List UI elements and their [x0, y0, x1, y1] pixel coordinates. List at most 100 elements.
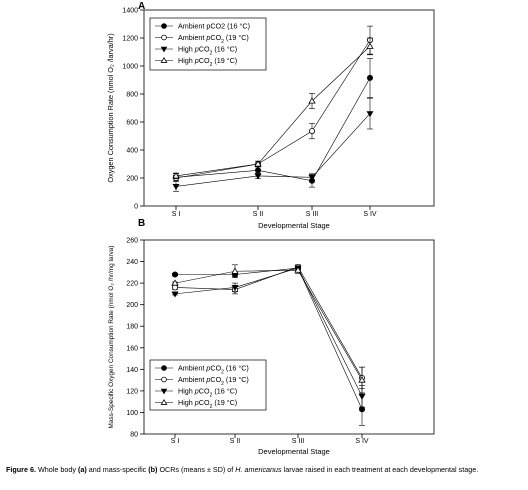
data-point-a-s2-3 [308, 128, 315, 135]
x-tick-label-a: S III [306, 211, 319, 218]
y-tick-label-a: 800 [126, 92, 138, 99]
legend-label-a-4-post: (19 °C) [212, 56, 237, 65]
data-point-b-s4-4 [358, 376, 366, 383]
plot-frame-a [143, 9, 435, 207]
legend-label-b-1-sub: 2 [221, 370, 224, 376]
legend-marker-a-1 [161, 23, 167, 29]
legend-label-b-4-pre: High [178, 398, 195, 407]
y-tick-label-b: 260 [126, 238, 138, 245]
legend-label-a-3-sub: 2 [210, 51, 213, 57]
y-axis-title-b: Mass-Specific Oxygen Consumption Rate (n… [108, 246, 115, 429]
data-point-a-s1-4 [366, 74, 373, 81]
series-b-4 [171, 264, 366, 394]
x-tick-label-b: S II [230, 438, 241, 445]
legend-label-a-3-pre: High [178, 45, 195, 54]
legend-label-a-2-post: (19 °C) [224, 33, 249, 42]
panel-label-b: B [138, 218, 145, 229]
figure-caption: Figure 6. Whole body (a) and mass-specif… [6, 465, 522, 474]
data-point-a-s3-1 [172, 184, 180, 190]
data-point-b-s1-4 [358, 406, 365, 413]
legend-label-b-4-sub: 2 [210, 404, 213, 410]
data-point-a-s4-3 [308, 97, 316, 104]
panel-a: A 0 200 400 600 800 1000 1200 1400 S I S II S III S … [106, 1, 435, 230]
legend-marker-b-3 [160, 388, 168, 395]
legend-label-b-1-italic: p [205, 364, 210, 373]
legend-b: Ambient pCO2 (16 °C)Ambient pCO2 (19 °C)… [149, 359, 267, 411]
y-tick-label-a: 600 [126, 120, 138, 127]
caption-part1: Whole body [37, 465, 76, 474]
legend-label-a-3-post: (16 °C) [212, 45, 237, 54]
legend-marker-b-2 [161, 376, 167, 383]
y-tick-label-a: 400 [126, 148, 138, 155]
y-tick-label-b: 100 [126, 410, 138, 417]
legend-label-b-1-pre: Ambient [178, 364, 206, 373]
data-point-a-s3-2 [254, 173, 262, 180]
data-point-a-s1-2 [254, 167, 261, 174]
legend-label-b-3-mid: CO [199, 387, 210, 396]
y-tick-label-b: 160 [126, 345, 138, 352]
legend-marker-a-3 [160, 46, 168, 53]
y-tick-label-a: 0 [134, 204, 138, 211]
y-tick-label-b: 240 [126, 259, 138, 266]
legend-label-b-3-pre: High [178, 387, 195, 396]
series-line-a-2 [175, 39, 371, 179]
legend-label-a-2-mid: CO [210, 33, 221, 42]
legend-label-b-2: Ambient pCO2 (19 °C) [178, 375, 249, 387]
legend-label-b-3-post: (16 °C) [212, 387, 237, 396]
data-point-a-s3-4 [366, 111, 374, 118]
caption-b: (b) [148, 465, 158, 474]
legend-label-a-3-mid: CO [199, 45, 210, 54]
x-axis-title-b: Developmental Stage [258, 447, 330, 456]
legend-label-a-4-pre: High [178, 56, 195, 65]
legend-label-b-3-sub: 2 [210, 393, 213, 399]
legend-box-b [149, 359, 267, 411]
series-line-b-1 [175, 267, 363, 410]
series-line-b-2 [174, 266, 363, 379]
data-point-a-s4-2 [254, 160, 262, 167]
y-tick-label-b: 140 [126, 367, 138, 374]
legend-label-b-1-post: (16 °C) [224, 364, 249, 373]
x-axis-title-a: Developmental Stage [258, 221, 330, 230]
y-tick-label-a: 1200 [122, 36, 138, 43]
legend-label-a-2-sub: 2 [221, 39, 224, 45]
data-point-b-s4-3 [294, 266, 302, 273]
x-tick-label-a: S II [253, 211, 264, 218]
legend-label-b-2-pre: Ambient [178, 375, 206, 384]
legend-a: Ambient pCO2 (16 °C)Ambient pCO2 (19 °C)… [149, 17, 267, 71]
y-tick-label-b: 120 [126, 388, 138, 395]
legend-label-b-4-post: (19 °C) [212, 398, 237, 407]
y-tick-label-a: 200 [126, 176, 138, 183]
data-point-b-s1-1 [171, 271, 178, 278]
panel-label-a: A [138, 1, 145, 12]
legend-marker-a-4 [160, 56, 168, 63]
data-point-b-s3-2 [231, 285, 239, 292]
data-point-b-s4-1 [171, 279, 179, 286]
legend-label-b-2-post: (19 °C) [224, 375, 249, 384]
y-tick-label-a: 1400 [122, 8, 138, 15]
caption-label: Figure 6. [6, 465, 36, 474]
series-line-a-4 [175, 46, 371, 177]
caption-species: H. americanus [235, 465, 282, 474]
series-line-a-3 [175, 113, 371, 187]
legend-label-b-4-italic: p [194, 398, 199, 407]
legend-label-b-3-italic: p [194, 387, 199, 396]
legend-label-a-4-mid: CO [199, 56, 210, 65]
series-a-4 [172, 37, 374, 179]
legend-label-a-2-pre: Ambient [178, 33, 206, 42]
panel-b: B 80 100 120 140 160 180 200 220 240 260 S I S II S I… [108, 218, 435, 456]
caption-part4: larvae raised in each treatment at each … [283, 465, 479, 474]
y-tick-label-b: 200 [126, 302, 138, 309]
data-point-b-s3-4 [358, 393, 366, 400]
series-line-a-1 [175, 77, 371, 182]
x-tick-label-a: S I [172, 211, 181, 218]
legend-label-b-3: High pCO2 (16 °C) [178, 387, 237, 399]
legend-label-b-2-italic: p [205, 375, 210, 384]
legend-label-a-3: High pCO2 (16 °C) [178, 45, 237, 57]
y-tick-label-b: 220 [126, 281, 138, 288]
series-a-3 [172, 97, 374, 192]
legend-label-a-2-italic: p [205, 33, 210, 42]
legend-label-a-4-italic: p [194, 56, 199, 65]
x-tick-label-b: S III [292, 438, 305, 445]
legend-label-b-1-mid: CO [210, 364, 221, 373]
